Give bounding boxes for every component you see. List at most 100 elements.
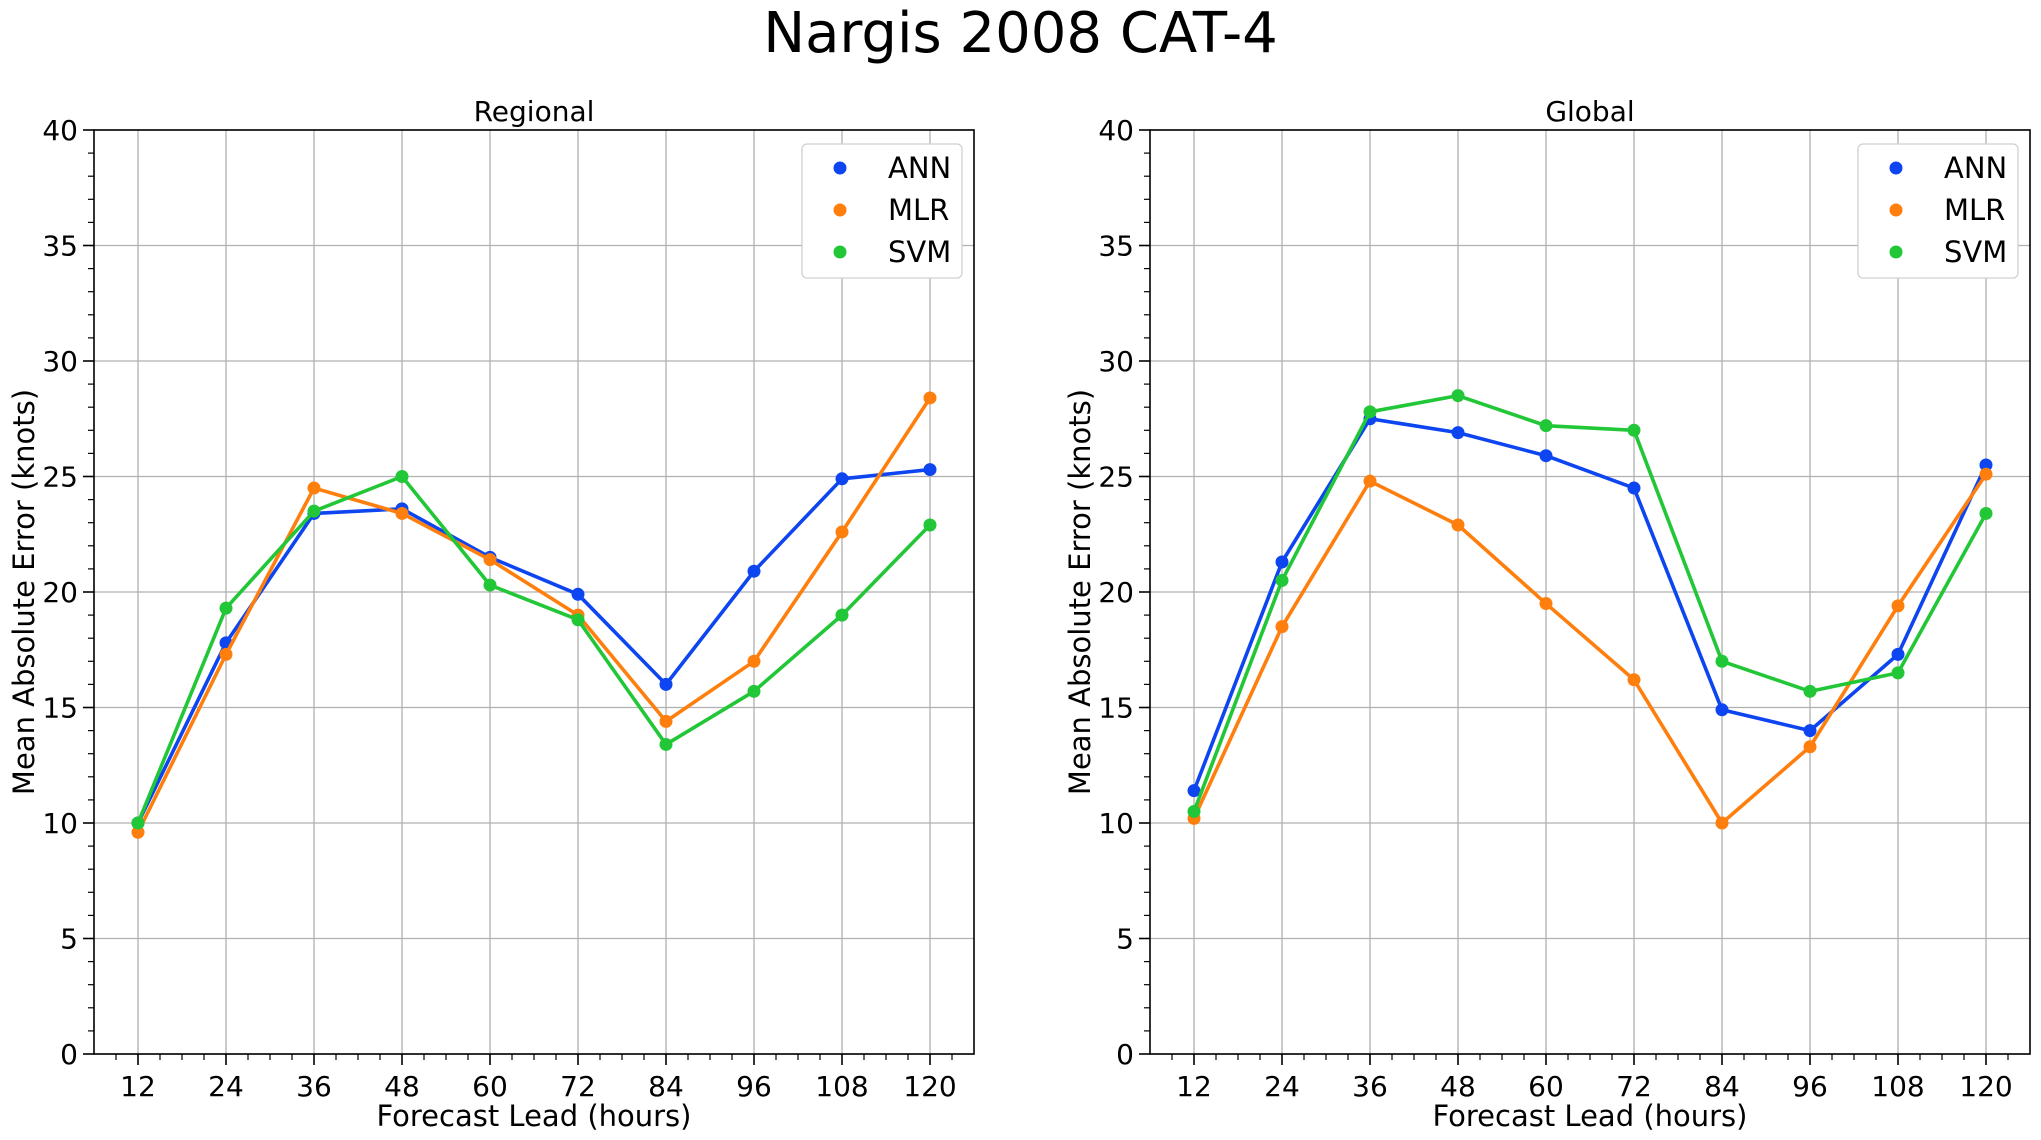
data-point-mlr (307, 481, 321, 495)
x-tick-label: 84 (648, 1070, 684, 1103)
y-tick-label: 35 (1098, 230, 1134, 263)
data-point-svm (483, 578, 497, 592)
y-tick-label: 20 (42, 576, 78, 609)
data-point-svm (1891, 666, 1905, 680)
legend-label-ann: ANN (1944, 151, 2007, 185)
data-point-svm (571, 613, 585, 627)
data-point-svm (1979, 506, 1993, 520)
series-line-mlr (1192, 472, 1988, 825)
data-point-ann (1187, 784, 1201, 798)
legend-marker-svm (833, 245, 847, 259)
data-point-ann (835, 472, 849, 486)
y-tick-label: 15 (1098, 692, 1134, 725)
panel-regional: 12 24 36 48 60 72 84 96 108 120 0 5 10 15 20 25 30 35 40 Re… (7, 95, 975, 1133)
panel-global: 12 24 36 48 60 72 84 96 108 120 0 5 10 15 20 25 30 35 40 Gl… (1063, 95, 2031, 1133)
x-tick-label: 36 (1352, 1070, 1388, 1103)
y-tick-label: 0 (60, 1038, 78, 1071)
legend-box (801, 143, 963, 279)
data-point-svm (747, 684, 761, 698)
data-point-svm (835, 608, 849, 622)
data-point-svm (1451, 389, 1465, 403)
data-point-svm (1539, 419, 1553, 433)
y-tick-label: 30 (1098, 345, 1134, 378)
y-tick-label: 30 (42, 345, 78, 378)
data-point-ann (1803, 724, 1817, 738)
data-point-ann (571, 587, 585, 601)
y-axis-label: Mean Absolute Error (knots) (1063, 389, 1097, 795)
y-tick-label: 5 (60, 923, 78, 956)
data-point-ann (923, 463, 937, 477)
legend: ANN MLR SVM (801, 143, 963, 279)
data-point-mlr (1539, 597, 1553, 611)
legend-label-svm: SVM (1944, 235, 2007, 269)
series-line-mlr (136, 396, 932, 835)
series-line-svm (1192, 393, 1988, 814)
data-point-ann (747, 564, 761, 578)
data-point-mlr (835, 525, 849, 539)
x-tick-label: 48 (384, 1070, 420, 1103)
y-tick-label: 40 (1098, 114, 1134, 147)
data-point-svm (1363, 405, 1377, 419)
data-point-ann (1979, 458, 1993, 472)
data-point-ann (1891, 647, 1905, 661)
data-point-mlr (1363, 474, 1377, 488)
legend-marker-ann (833, 161, 847, 175)
data-point-mlr (1803, 740, 1817, 754)
data-point-ann (659, 677, 673, 691)
data-point-mlr (1715, 816, 1729, 830)
data-point-svm (1715, 654, 1729, 668)
data-point-mlr (1891, 599, 1905, 613)
figure-title: Nargis 2008 CAT-4 (763, 1, 1278, 66)
series-line-ann (1192, 416, 1988, 793)
data-point-mlr (219, 647, 233, 661)
plot-frame (93, 129, 975, 1055)
y-tick-label: 15 (42, 692, 78, 725)
legend-label-svm: SVM (888, 235, 951, 269)
y-tick-label: 35 (42, 230, 78, 263)
legend-label-ann: ANN (888, 151, 951, 185)
x-tick-label: 12 (1176, 1070, 1212, 1103)
data-point-mlr (1979, 467, 1993, 481)
data-point-mlr (1627, 673, 1641, 687)
data-point-mlr (747, 654, 761, 668)
panel-title: Regional (474, 95, 595, 128)
data-point-svm (659, 737, 673, 751)
data-point-mlr (923, 391, 937, 405)
x-tick-label: 48 (1440, 1070, 1476, 1103)
data-point-svm (1627, 423, 1641, 437)
x-tick-label: 108 (815, 1070, 868, 1103)
y-tick-label: 0 (1116, 1038, 1134, 1071)
data-point-svm (1187, 804, 1201, 818)
x-tick-label: 108 (1871, 1070, 1924, 1103)
legend-label-mlr: MLR (1944, 193, 2005, 227)
y-tick-label: 10 (1098, 807, 1134, 840)
y-tick-label: 25 (42, 461, 78, 494)
x-tick-label: 84 (1704, 1070, 1740, 1103)
y-tick-label: 5 (1116, 923, 1134, 956)
x-axis-label: Forecast Lead (hours) (1433, 1099, 1748, 1133)
data-point-ann (1451, 426, 1465, 440)
data-point-ann (1275, 555, 1289, 569)
x-tick-label: 96 (1792, 1070, 1828, 1103)
x-tick-label: 36 (296, 1070, 332, 1103)
y-tick-label: 25 (1098, 461, 1134, 494)
x-tick-label: 72 (560, 1070, 596, 1103)
y-tick-label: 20 (1098, 576, 1134, 609)
legend-label-mlr: MLR (888, 193, 949, 227)
y-tick-label: 10 (42, 807, 78, 840)
x-tick-label: 60 (1528, 1070, 1564, 1103)
data-point-mlr (1275, 620, 1289, 634)
legend-marker-svm (1889, 245, 1903, 259)
legend-marker-ann (1889, 161, 1903, 175)
data-point-svm (1275, 573, 1289, 587)
panel-title: Global (1545, 95, 1634, 128)
data-point-mlr (483, 553, 497, 567)
data-point-svm (131, 816, 145, 830)
legend-box (1857, 143, 2019, 279)
series-line-svm (136, 474, 932, 825)
data-point-mlr (395, 506, 409, 520)
data-point-ann (1539, 449, 1553, 463)
data-point-mlr (131, 825, 145, 839)
data-point-svm (219, 601, 233, 615)
